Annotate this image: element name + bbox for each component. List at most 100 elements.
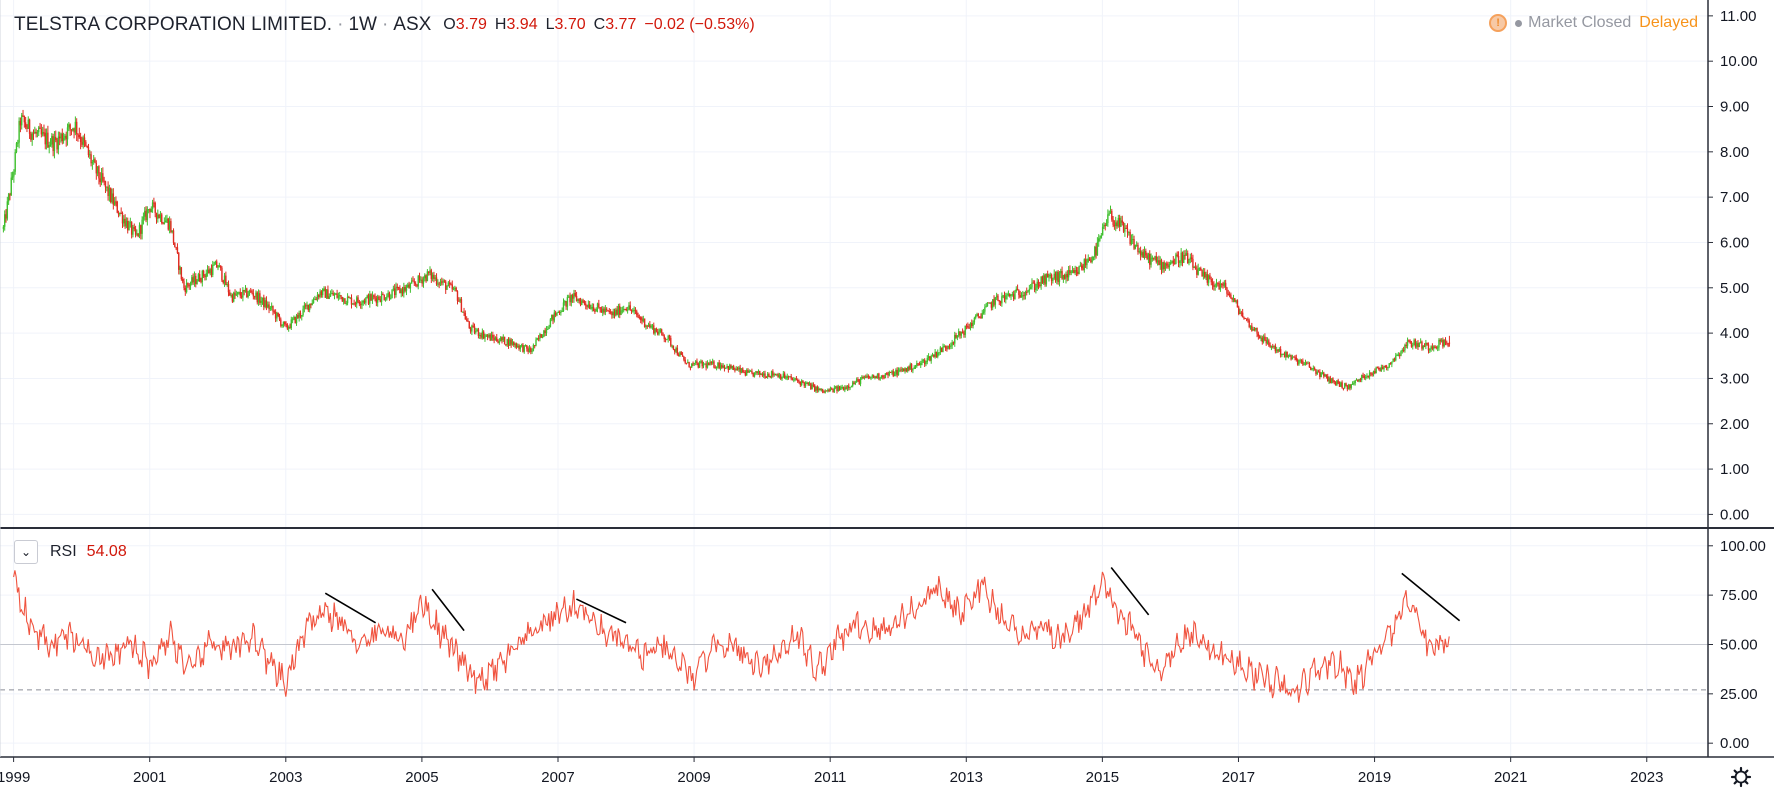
candle-body <box>70 129 73 131</box>
candle-body <box>1295 357 1298 360</box>
candle-body <box>365 297 367 303</box>
candle-body <box>1192 258 1194 268</box>
candle-body <box>340 295 342 297</box>
candle-body <box>154 202 156 213</box>
candle-body <box>285 324 287 326</box>
candle-body <box>972 322 974 326</box>
candle-body <box>30 133 32 140</box>
candle-body <box>175 247 177 249</box>
candle-body <box>335 293 337 295</box>
candle-body <box>611 312 613 316</box>
candle-body <box>1060 271 1062 274</box>
candle-body <box>98 166 100 179</box>
candle-body <box>64 135 66 138</box>
candle-body <box>1028 288 1031 291</box>
candle-body <box>646 325 648 327</box>
candle-body <box>969 323 972 329</box>
candle-body <box>1281 354 1283 356</box>
candle-body <box>772 371 774 376</box>
candle-body <box>998 300 1000 302</box>
candle-body <box>66 127 69 140</box>
candle-body <box>129 222 132 224</box>
candle-body <box>1196 269 1198 275</box>
candle-body <box>765 376 768 378</box>
candle-body <box>24 122 27 128</box>
candle-body <box>916 363 918 367</box>
candle-body <box>918 364 921 366</box>
candle-body <box>247 294 249 297</box>
candle-body <box>1405 344 1407 346</box>
market-clock-icon[interactable]: ! <box>1489 14 1508 32</box>
candle-body <box>401 289 404 294</box>
legend-separator: · <box>381 14 389 35</box>
candle-body <box>592 306 595 312</box>
candle-body <box>477 329 480 336</box>
candle-body <box>955 334 957 338</box>
rsi-name[interactable]: RSI <box>50 543 77 560</box>
candle-body <box>1221 283 1223 285</box>
candle-body <box>1417 343 1419 347</box>
candle-body <box>1262 336 1265 342</box>
candle-body <box>1175 254 1177 265</box>
candle-body <box>944 346 947 349</box>
candle-body <box>1364 377 1367 379</box>
candle-body <box>38 127 40 133</box>
candle-body <box>99 178 101 183</box>
candle-body <box>1392 358 1394 362</box>
candle-body <box>740 368 743 373</box>
candle-body <box>554 312 557 316</box>
candle-body <box>1007 294 1010 296</box>
interval-label[interactable]: 1W <box>348 14 377 35</box>
candle-body <box>448 282 451 285</box>
candle-body <box>1306 362 1308 364</box>
candle-body <box>862 376 864 378</box>
candle-body <box>437 283 439 285</box>
price-axis-label: 3.00 <box>1720 370 1749 387</box>
candle-body <box>45 132 48 145</box>
candle-body <box>35 131 37 134</box>
candle-body <box>842 387 845 391</box>
candle-body <box>1266 340 1269 344</box>
candle-body <box>612 311 614 316</box>
candle-body <box>713 361 715 368</box>
settings-gear-icon[interactable] <box>1730 766 1752 788</box>
candle-body <box>900 369 902 371</box>
candle-body <box>723 365 726 369</box>
candle-body <box>1040 276 1042 286</box>
candle-body <box>489 334 491 341</box>
candle-body <box>1032 282 1034 284</box>
candle-body <box>222 280 224 283</box>
candle-body <box>79 137 82 142</box>
candle-body <box>536 338 539 340</box>
candle-body <box>1391 361 1393 365</box>
candle-body <box>40 128 43 135</box>
candle-body <box>1321 372 1324 374</box>
candle-body <box>162 222 164 224</box>
candle-body <box>1105 223 1108 226</box>
symbol-title[interactable]: TELSTRA CORPORATION LIMITED. <box>14 14 333 35</box>
candle-body <box>17 142 19 144</box>
candle-body <box>879 378 881 380</box>
candle-body <box>1155 256 1157 263</box>
candle-body <box>376 296 379 303</box>
candle-body <box>664 339 667 341</box>
delayed-label[interactable]: Delayed <box>1639 14 1698 31</box>
candle-body <box>736 368 739 370</box>
candle-body <box>1234 298 1236 302</box>
candle-body <box>52 136 54 152</box>
candle-body <box>149 209 151 213</box>
candle-body <box>591 306 593 309</box>
candle-body <box>161 214 163 223</box>
candle-body <box>931 354 934 357</box>
candle-body <box>630 309 633 312</box>
candle-body <box>1201 270 1203 277</box>
candle-body <box>1062 274 1065 279</box>
candle-body <box>739 367 741 373</box>
candle-body <box>1048 276 1050 278</box>
collapse-chevron-icon[interactable]: ⌄ <box>14 540 38 564</box>
candle-body <box>171 230 173 232</box>
candle-body <box>278 316 281 320</box>
candle-body <box>1368 372 1371 377</box>
